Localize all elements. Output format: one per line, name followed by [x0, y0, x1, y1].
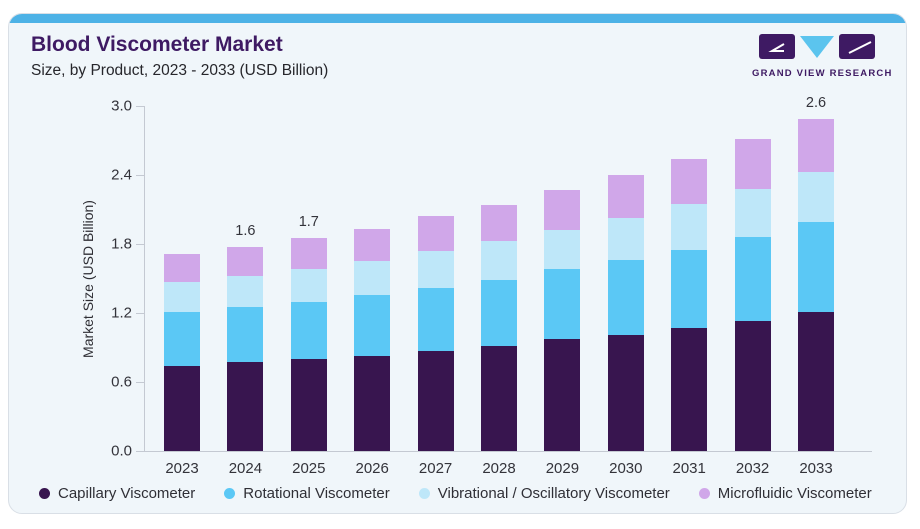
- bar-segment-capillary-viscometer-2031: [671, 327, 708, 451]
- legend-item-microfluidic-viscometer: Microfluidic Viscometer: [698, 485, 872, 502]
- bar-segment-capillary-viscometer-2028: [481, 346, 517, 451]
- bar-segment-rotational-viscometer-2032: [734, 237, 771, 322]
- chart-legend: Capillary Viscometer Rotational Viscomete…: [39, 485, 872, 502]
- bar-segment-rotational-viscometer-2027: [417, 287, 454, 351]
- y-tick-label-0.6: 0.6: [111, 373, 132, 391]
- page-title: Blood Viscometer Market: [31, 33, 283, 56]
- bar-segment-capillary-viscometer-2027: [417, 350, 454, 451]
- bar-segment-microfluidic-viscometer-2026: [354, 229, 391, 262]
- x-tick-label-2033: 2033: [799, 460, 833, 477]
- x-tick-label-2028: 2028: [482, 460, 516, 477]
- bar-segment-rotational-viscometer-2023: [164, 311, 200, 366]
- y-tick-label-1.8: 1.8: [111, 235, 132, 253]
- bar-segment-microfluidic-viscometer-2031: [671, 158, 708, 204]
- bar-segment-capillary-viscometer-2023: [164, 365, 200, 451]
- bar-segment-capillary-viscometer-2024: [227, 362, 264, 451]
- bar-segment-rotational-viscometer-2033: [798, 222, 834, 312]
- gvr-logo: GRAND VIEW RESEARCH: [752, 33, 893, 79]
- bar-segment-rotational-viscometer-2031: [671, 249, 708, 328]
- legend-dot-icon: [224, 488, 236, 499]
- bar-segment-rotational-viscometer-2030: [607, 260, 644, 335]
- bar-segment-vibrational-oscillatory-viscometer-2031: [671, 203, 708, 250]
- bar-segment-capillary-viscometer-2032: [734, 321, 771, 451]
- legend-dot-icon: [39, 488, 50, 499]
- y-tick-label-0.0: 0.0: [111, 442, 132, 460]
- x-tick-label-2032: 2032: [735, 460, 770, 477]
- bar-segment-vibrational-oscillatory-viscometer-2033: [798, 171, 834, 223]
- bar-segment-capillary-viscometer-2033: [798, 311, 834, 451]
- bar-segment-microfluidic-viscometer-2025: [290, 238, 327, 270]
- x-tick-label-2023: 2023: [165, 460, 199, 477]
- bar-total-label-2025: 1.7: [298, 214, 319, 231]
- legend-dot-icon: [698, 488, 710, 499]
- y-tick-label-3.0: 3.0: [111, 97, 132, 115]
- x-tick-label-2026: 2026: [355, 460, 389, 477]
- legend-label: Microfluidic Viscometer: [717, 485, 872, 502]
- y-tick-mark: [136, 174, 144, 176]
- bar-segment-rotational-viscometer-2029: [544, 269, 581, 340]
- bar-segment-microfluidic-viscometer-2032: [734, 139, 771, 189]
- legend-label: Rotational Viscometer: [243, 485, 390, 502]
- x-tick-label-2024: 2024: [228, 460, 263, 477]
- x-tick-label-2029: 2029: [545, 460, 580, 477]
- bar-segment-rotational-viscometer-2028: [481, 279, 517, 347]
- bar-segment-rotational-viscometer-2026: [354, 294, 391, 356]
- bar-segment-capillary-viscometer-2026: [354, 355, 391, 451]
- bar-segment-vibrational-oscillatory-viscometer-2030: [607, 217, 644, 261]
- bar-segment-vibrational-oscillatory-viscometer-2024: [227, 276, 264, 308]
- legend-dot-icon: [418, 488, 430, 499]
- legend-label: Vibrational / Oscillatory Viscometer: [437, 485, 670, 502]
- y-tick-mark: [136, 312, 144, 314]
- bar-total-label-2024: 1.6: [235, 223, 256, 240]
- legend-label: Capillary Viscometer: [58, 485, 196, 502]
- y-tick-mark: [136, 243, 144, 245]
- bar-total-label-2033: 2.6: [805, 94, 827, 111]
- bar-segment-capillary-viscometer-2029: [544, 339, 581, 451]
- accent-strip: [9, 14, 906, 23]
- bar-segment-vibrational-oscillatory-viscometer-2028: [481, 240, 517, 280]
- chart-card: Blood Viscometer Market Size, by Product…: [8, 13, 907, 514]
- y-tick-label-1.2: 1.2: [111, 304, 132, 322]
- gvr-logo-mark-icon: [759, 34, 875, 59]
- x-tick-label-2031: 2031: [672, 460, 706, 477]
- gvr-logo-wordmark: GRAND VIEW RESEARCH: [752, 68, 893, 79]
- x-tick-label-2030: 2030: [609, 460, 643, 477]
- plot-area: Market Size (USD Billion) 0.0 0.6 1.2 1.8 2.…: [80, 95, 872, 477]
- bar-segment-capillary-viscometer-2030: [607, 334, 644, 451]
- bar-segment-microfluidic-viscometer-2023: [164, 254, 200, 282]
- bar-segment-vibrational-oscillatory-viscometer-2026: [354, 261, 391, 295]
- chart-header: Blood Viscometer Market Size, by Product…: [31, 33, 328, 80]
- legend-item-rotational-viscometer: Rotational Viscometer: [224, 485, 390, 502]
- bar-segment-microfluidic-viscometer-2030: [607, 175, 644, 218]
- bar-segment-microfluidic-viscometer-2033: [798, 118, 834, 172]
- bar-segment-rotational-viscometer-2024: [227, 307, 264, 363]
- page-subtitle: Size, by Product, 2023 - 2033 (USD Billi…: [31, 62, 329, 79]
- y-axis-title: Market Size (USD Billion): [80, 199, 96, 358]
- legend-item-capillary-viscometer: Capillary Viscometer: [39, 485, 195, 502]
- y-tick-mark: [136, 105, 144, 107]
- bar-segment-vibrational-oscillatory-viscometer-2023: [164, 281, 200, 312]
- bar-segment-microfluidic-viscometer-2029: [544, 189, 581, 231]
- bar-segment-microfluidic-viscometer-2024: [227, 247, 264, 277]
- bar-segment-vibrational-oscillatory-viscometer-2027: [417, 250, 454, 288]
- bar-segment-microfluidic-viscometer-2027: [417, 216, 454, 251]
- bar-segment-capillary-viscometer-2025: [290, 359, 327, 451]
- legend-item-vibrational-oscillatory-viscometer: Vibrational / Oscillatory Viscometer: [418, 485, 670, 502]
- bar-segment-microfluidic-viscometer-2028: [481, 204, 517, 241]
- bar-segment-rotational-viscometer-2025: [290, 301, 327, 359]
- bar-segment-vibrational-oscillatory-viscometer-2032: [734, 188, 771, 238]
- y-tick-label-2.4: 2.4: [111, 166, 132, 184]
- bar-segment-vibrational-oscillatory-viscometer-2025: [290, 269, 327, 302]
- y-tick-mark: [136, 381, 144, 383]
- x-tick-label-2025: 2025: [292, 460, 326, 477]
- x-tick-label-2027: 2027: [418, 460, 453, 477]
- bar-segment-vibrational-oscillatory-viscometer-2029: [544, 230, 581, 270]
- y-tick-mark: [136, 450, 144, 452]
